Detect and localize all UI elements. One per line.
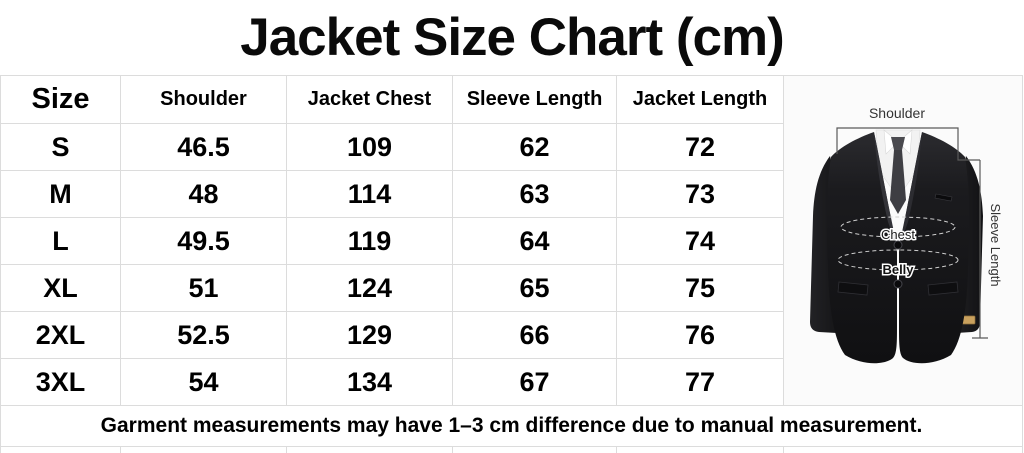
table-cell: 62 [453,124,617,171]
table-cell: 109 [287,124,453,171]
shoulder-label: Shoulder [869,105,925,121]
jacket-illustration: Shoulder Sleeve Length Chest Belly [784,76,1022,404]
size-row-label: L [1,218,121,265]
column-header-jacket-length: Jacket Length [617,76,784,124]
size-chart-table: Size Shoulder Jacket Chest Sleeve Length… [0,75,1023,453]
table-cell: 65 [453,265,617,312]
partial-row-cell [121,447,287,453]
table-cell: 64 [453,218,617,265]
size-row-label: S [1,124,121,171]
chest-measure-ellipse [840,216,956,238]
page-title: Jacket Size Chart (cm) [240,7,785,67]
table-cell: 66 [453,312,617,359]
partial-row-cell [1,447,121,453]
jacket-right-panel [899,132,970,364]
size-row-label: XL [1,265,121,312]
tie-knot [891,137,905,150]
table-cell: 49.5 [121,218,287,265]
jacket-lapel-right [898,132,922,250]
left-flap-pocket [837,281,869,296]
table-cell: 72 [617,124,784,171]
shirt-collar-right [897,129,913,155]
partial-row-cell [784,447,1023,453]
partial-row-cell [453,447,617,453]
table-cell: 114 [287,171,453,218]
table-cell: 46.5 [121,124,287,171]
table-cell: 67 [453,359,617,406]
table-cell: 73 [617,171,784,218]
chest-label: Chest [881,227,915,242]
size-row-label: 3XL [1,359,121,406]
chest-pocket [934,193,953,202]
table-cell: 119 [287,218,453,265]
table-cell: 63 [453,171,617,218]
table-cell: 48 [121,171,287,218]
column-header-sleeve-length: Sleeve Length [453,76,617,124]
right-flap-pocket [927,281,959,296]
table-cell: 52.5 [121,312,287,359]
shoulder-measure-line [836,127,980,161]
sleeve-length-label: Sleeve Length [988,203,1003,286]
jacket-diagram: Shoulder Sleeve Length Chest Belly [784,76,1023,406]
table-cell: 51 [121,265,287,312]
table-cell: 77 [617,359,784,406]
column-header-shoulder: Shoulder [121,76,287,124]
shirt-collar-left [883,129,899,155]
belly-label: Belly [882,262,914,277]
measurement-note: Garment measurements may have 1–3 cm dif… [1,406,1023,447]
jacket-button-bottom [893,279,903,289]
table-cell: 124 [287,265,453,312]
belly-measure-ellipse [837,249,959,271]
jacket-lapel-left [874,132,898,250]
tie-blade [890,150,906,214]
table-cell: 76 [617,312,784,359]
size-row-label: 2XL [1,312,121,359]
table-cell: 54 [121,359,287,406]
table-cell: 134 [287,359,453,406]
partial-row-cell [287,447,453,453]
partial-row-cell [617,447,784,453]
table-cell: 74 [617,218,784,265]
table-cell: 75 [617,265,784,312]
column-header-size: Size [1,76,121,124]
jacket-button-top [893,240,903,250]
size-row-label: M [1,171,121,218]
sleeve-length-measure-line [972,160,988,339]
jacket-left-panel [826,132,897,364]
column-header-jacket-chest: Jacket Chest [287,76,453,124]
table-cell: 129 [287,312,453,359]
